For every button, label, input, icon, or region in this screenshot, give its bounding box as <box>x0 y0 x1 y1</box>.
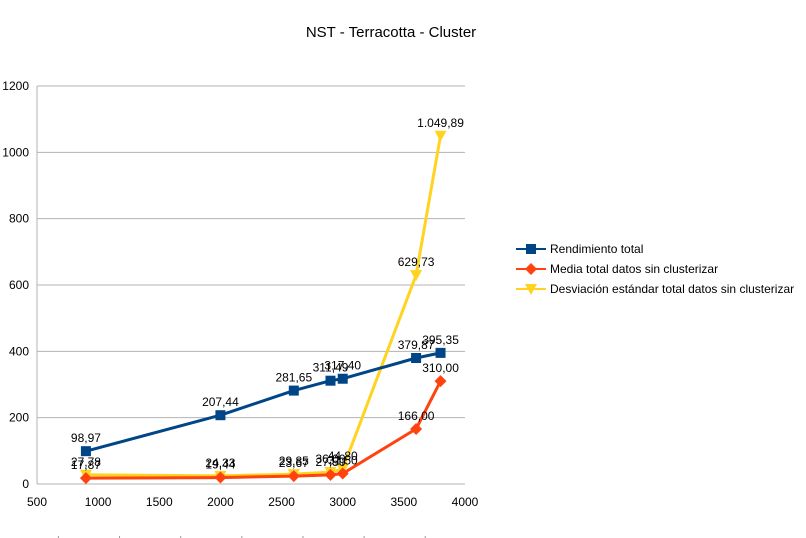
data-label: 207,44 <box>202 395 239 409</box>
x-tick-label: 1500 <box>146 495 173 509</box>
data-point-square <box>411 353 422 364</box>
series-line <box>85 351 441 453</box>
axes: 0 200 400 600 800 1000 1200 500 1000 1500 2000 2500… <box>2 79 479 538</box>
series-1 <box>79 375 447 485</box>
data-label: 166,00 <box>398 409 435 423</box>
y-tick-label: 600 <box>9 278 29 292</box>
data-label: 31,50 <box>328 454 358 468</box>
legend-item-0: Rendimiento total <box>516 242 643 256</box>
data-point-square <box>435 347 446 358</box>
y-tick-label: 1200 <box>2 79 29 93</box>
legend: Rendimiento total Media total datos sin c… <box>516 242 794 296</box>
legend-label: Media total datos sin clusterizar <box>550 262 718 276</box>
data-point-diamond <box>324 468 337 481</box>
series-2 <box>79 130 447 482</box>
data-label: 27,50 <box>315 455 345 469</box>
y-tick-label: 400 <box>9 344 29 358</box>
data-point-diamond <box>287 470 300 483</box>
data-label: 310,00 <box>422 361 459 375</box>
data-label: 44,80 <box>328 449 358 463</box>
legend-label: Desviación estándar total datos sin clus… <box>550 282 794 296</box>
data-point-diamond <box>79 472 92 485</box>
x-tick-label: 500 <box>27 495 47 509</box>
data-label: 17,87 <box>71 458 101 472</box>
x-tick-label: 3500 <box>391 495 418 509</box>
data-point-square <box>288 385 299 396</box>
data-point-square <box>526 244 536 254</box>
y-tick-label: 0 <box>22 477 29 491</box>
data-label: 629,73 <box>398 255 435 269</box>
data-label: 281,65 <box>275 371 312 385</box>
legend-item-1: Media total datos sin clusterizar <box>516 262 718 276</box>
data-label: 29,85 <box>279 454 309 468</box>
data-point-diamond <box>214 471 227 484</box>
data-label: 27,78 <box>71 455 101 469</box>
series-0 <box>80 347 446 457</box>
gridlines <box>37 85 465 485</box>
data-label: 24,33 <box>205 456 235 470</box>
data-label: 317,40 <box>324 359 361 373</box>
data-label: 1.049,89 <box>417 116 464 130</box>
y-tick-label: 800 <box>9 212 29 226</box>
series-line <box>85 135 442 478</box>
data-point-diamond <box>434 375 447 388</box>
chart-title: NST - Terracotta - Cluster <box>306 24 476 41</box>
series-line <box>85 380 442 480</box>
data-label: 23,67 <box>279 456 309 470</box>
x-tick-label: 3000 <box>329 495 356 509</box>
data-point-diamond <box>336 467 349 480</box>
data-point-square <box>215 410 226 421</box>
data-point-square <box>80 446 91 457</box>
data-label: 36,00 <box>315 452 345 466</box>
data-label: 379,87 <box>398 338 435 352</box>
data-label: 98,97 <box>71 431 101 445</box>
data-point-triangle <box>410 270 423 282</box>
y-tick-label: 1000 <box>2 145 29 159</box>
data-point-square <box>325 375 336 386</box>
data-point-triangle <box>434 130 447 142</box>
x-tick-label: 2000 <box>207 495 234 509</box>
x-tick-label: 1000 <box>85 495 112 509</box>
legend-label: Rendimiento total <box>550 242 643 256</box>
x-tick-label: 2500 <box>268 495 295 509</box>
x-tick-label: 4000 <box>452 495 479 509</box>
data-label: 19,44 <box>205 458 235 472</box>
data-point-diamond <box>525 263 537 275</box>
data-label: 311,49 <box>313 361 349 375</box>
legend-item-2: Desviación estándar total datos sin clus… <box>516 282 794 296</box>
y-tick-label: 200 <box>9 411 29 425</box>
data-point-diamond <box>410 422 423 435</box>
data-point-triangle <box>525 284 537 295</box>
data-label: 395,35 <box>422 333 459 347</box>
data-point-square <box>337 373 348 384</box>
